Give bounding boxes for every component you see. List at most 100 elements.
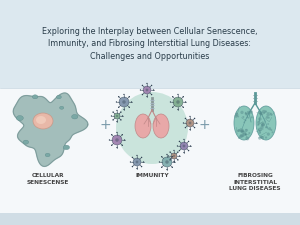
Ellipse shape [60, 106, 64, 109]
Circle shape [161, 156, 162, 157]
Circle shape [142, 94, 143, 95]
Circle shape [118, 107, 119, 108]
Circle shape [270, 114, 272, 116]
Circle shape [169, 151, 171, 153]
Circle shape [171, 153, 177, 159]
Ellipse shape [63, 145, 70, 150]
Circle shape [177, 94, 179, 95]
Circle shape [183, 107, 184, 108]
Circle shape [122, 115, 123, 117]
Circle shape [123, 94, 125, 95]
Circle shape [258, 128, 262, 131]
Circle shape [172, 96, 173, 97]
Circle shape [240, 134, 244, 138]
Ellipse shape [36, 116, 46, 124]
Circle shape [270, 129, 272, 131]
Circle shape [249, 110, 253, 114]
Circle shape [180, 142, 188, 150]
Circle shape [116, 110, 118, 111]
Circle shape [190, 145, 191, 147]
Circle shape [183, 152, 185, 153]
Circle shape [173, 97, 183, 107]
Ellipse shape [32, 95, 38, 99]
Circle shape [189, 129, 191, 130]
Circle shape [185, 101, 186, 103]
Circle shape [259, 111, 262, 115]
Circle shape [146, 89, 148, 91]
Circle shape [143, 86, 151, 94]
Circle shape [161, 166, 162, 168]
Circle shape [245, 136, 249, 140]
Circle shape [131, 101, 132, 103]
Circle shape [173, 155, 175, 157]
Ellipse shape [45, 153, 50, 157]
Circle shape [243, 132, 247, 136]
Circle shape [258, 117, 262, 121]
Circle shape [146, 96, 148, 97]
Circle shape [116, 147, 118, 148]
Ellipse shape [153, 114, 169, 138]
Circle shape [173, 150, 175, 151]
Text: +: + [198, 118, 210, 132]
Circle shape [129, 107, 130, 108]
Circle shape [136, 155, 138, 156]
Circle shape [239, 135, 242, 138]
Ellipse shape [23, 140, 29, 144]
Circle shape [236, 112, 238, 115]
Circle shape [183, 96, 184, 97]
Circle shape [123, 109, 125, 110]
Circle shape [133, 158, 141, 166]
Circle shape [116, 115, 118, 117]
Circle shape [267, 123, 269, 125]
Circle shape [109, 139, 110, 141]
Circle shape [151, 94, 152, 95]
Circle shape [173, 161, 175, 162]
Circle shape [111, 145, 112, 146]
Circle shape [257, 124, 259, 126]
Circle shape [262, 110, 266, 114]
Circle shape [266, 126, 267, 128]
Circle shape [245, 133, 247, 135]
Circle shape [261, 123, 265, 127]
Circle shape [146, 83, 148, 84]
Circle shape [116, 101, 117, 103]
Circle shape [114, 113, 120, 119]
Circle shape [272, 131, 274, 133]
Circle shape [242, 134, 244, 137]
Circle shape [243, 122, 245, 123]
Circle shape [189, 122, 191, 124]
FancyBboxPatch shape [0, 213, 300, 225]
Circle shape [196, 122, 197, 124]
Circle shape [268, 117, 270, 119]
Circle shape [122, 145, 123, 146]
Circle shape [270, 113, 272, 115]
Circle shape [262, 123, 265, 126]
Ellipse shape [16, 116, 23, 121]
Circle shape [266, 113, 270, 116]
FancyBboxPatch shape [0, 88, 300, 225]
Circle shape [267, 133, 270, 136]
Text: IMMUNITY: IMMUNITY [135, 173, 169, 178]
Circle shape [245, 129, 247, 130]
Circle shape [185, 118, 186, 119]
Ellipse shape [56, 95, 61, 99]
Text: Exploring the Interplay between Cellular Senescence,
Immunity, and Fibrosing Int: Exploring the Interplay between Cellular… [42, 27, 258, 61]
Circle shape [122, 134, 123, 135]
Circle shape [244, 134, 247, 136]
Circle shape [239, 128, 243, 132]
Circle shape [112, 111, 114, 113]
FancyBboxPatch shape [0, 0, 300, 88]
Circle shape [116, 121, 118, 122]
Circle shape [141, 157, 142, 158]
Circle shape [124, 139, 125, 141]
Circle shape [172, 107, 173, 108]
Circle shape [115, 138, 119, 142]
Circle shape [188, 150, 189, 151]
Text: +: + [99, 118, 111, 132]
Circle shape [189, 116, 191, 117]
Circle shape [177, 151, 178, 153]
Circle shape [165, 160, 169, 164]
Circle shape [247, 117, 249, 118]
Circle shape [142, 85, 143, 86]
Ellipse shape [135, 114, 151, 138]
